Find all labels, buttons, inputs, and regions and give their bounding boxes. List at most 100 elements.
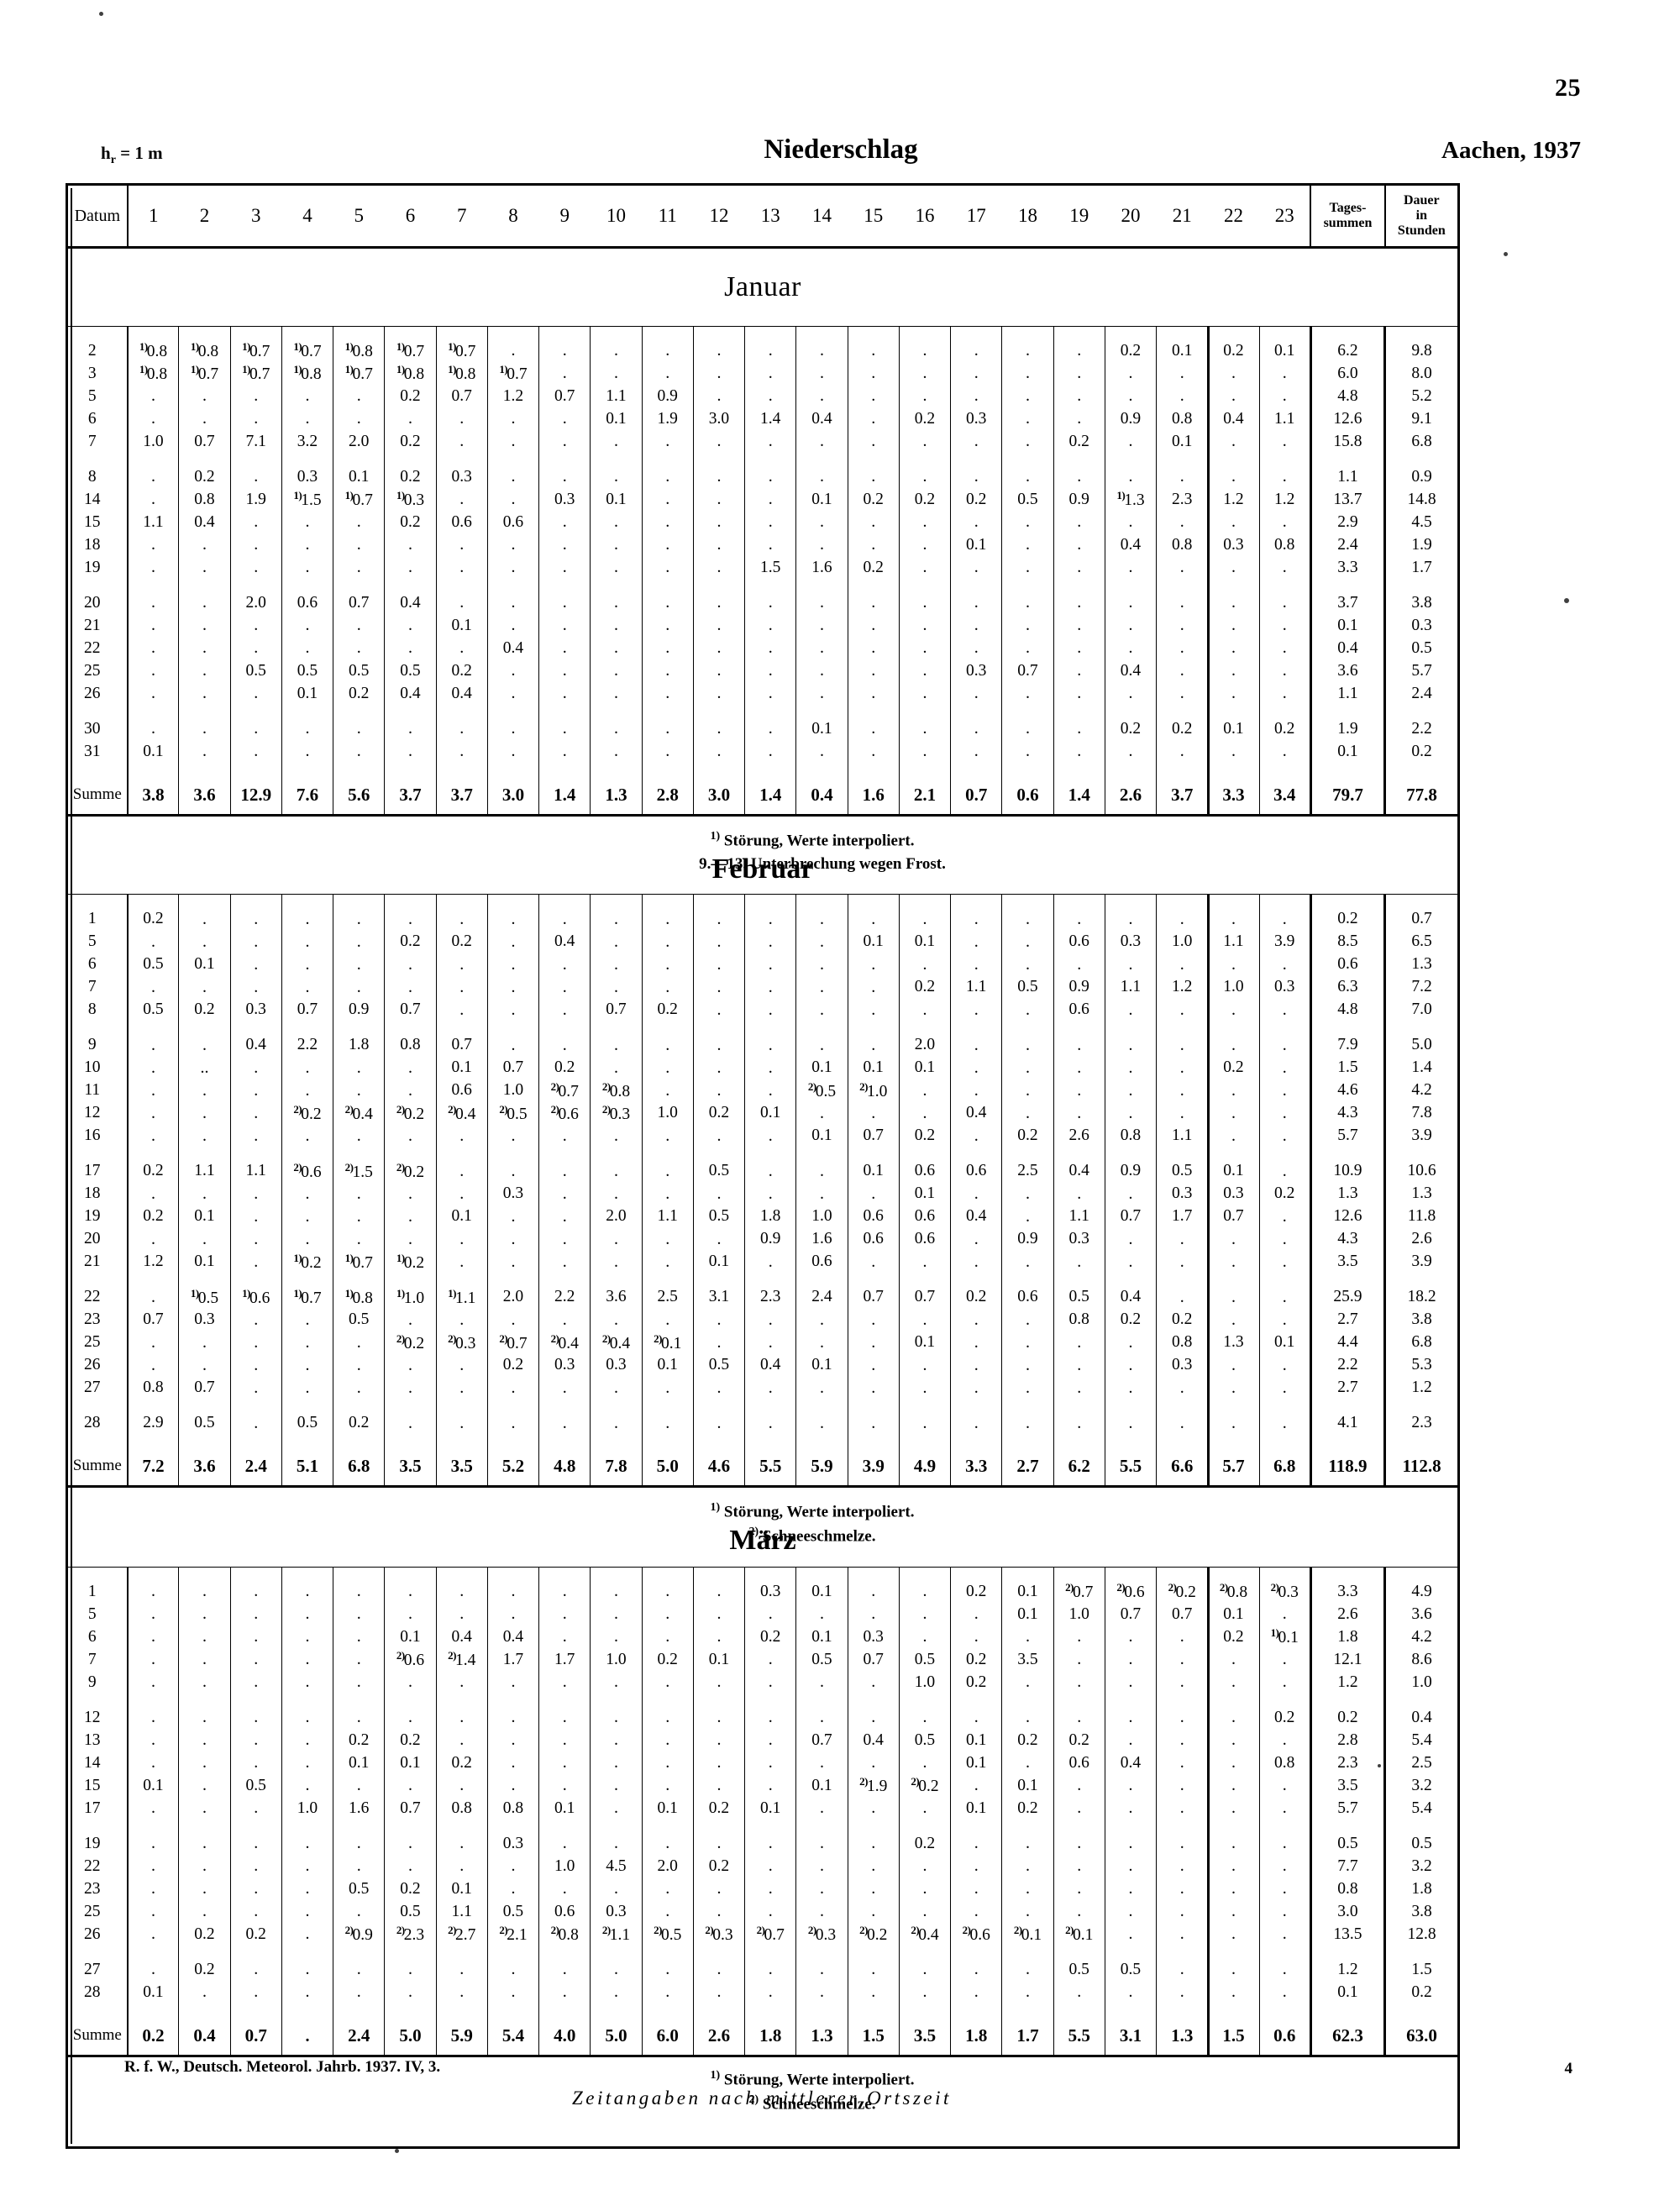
no-measurement-dot: . <box>254 1834 259 1853</box>
row-date: 22 <box>68 1855 129 1878</box>
pad <box>333 895 385 908</box>
footnote-marker-2: 2) <box>1065 1581 1074 1594</box>
hour-cell-20: . <box>1104 740 1157 763</box>
daily-total: 12.1 <box>1309 1648 1385 1672</box>
hour-cell-1: . <box>128 1101 179 1124</box>
cell-value: 0.6 <box>301 1163 322 1181</box>
hour-cell-8: . <box>486 953 539 976</box>
hour-cell-8: . <box>486 930 539 953</box>
hour-cell-8: . <box>486 907 539 931</box>
hour-cell-20: . <box>1104 998 1157 1021</box>
hour-cell-6: . <box>384 1079 437 1102</box>
spacer-cell <box>1053 1946 1105 1959</box>
spacer-cell <box>333 1273 385 1286</box>
table-row: 14. 0.8 1.9 1)1.5 1)0.7 1)0.3.. 0.3 0.1... 0.1 0.… <box>68 488 1457 511</box>
hour-cell-9: 1.7 <box>538 1648 591 1672</box>
cell-value: 0.5 <box>708 1207 730 1226</box>
daily-total: 1.1 <box>1309 465 1385 488</box>
daily-duration: 3.8 <box>1383 1308 1457 1331</box>
cell-value: 0.5 <box>400 1902 421 1920</box>
cell-value: 5.5 <box>759 1455 782 1476</box>
cell-value: 4.0 <box>554 2025 576 2046</box>
hour-cell-8: . <box>486 740 539 763</box>
hour-cell-15: 0.7 <box>847 1648 900 1672</box>
hour-cell-23: . <box>1258 1353 1311 1377</box>
no-measurement-dot: . <box>665 742 670 761</box>
spacer-cell <box>898 1399 951 1412</box>
hour-cell-9: 0.1 <box>538 1797 591 1820</box>
no-measurement-dot: . <box>974 1355 979 1374</box>
hour-cell-14: 1.6 <box>795 1227 848 1251</box>
spacer-total <box>1383 1273 1457 1286</box>
no-measurement-dot: . <box>459 593 465 612</box>
no-measurement-dot: . <box>1128 1058 1133 1077</box>
footnote-marker-1: 1) <box>293 363 302 376</box>
spacer-cell <box>1258 1946 1311 1959</box>
hour-cell-13: . <box>744 1648 796 1672</box>
no-measurement-dot: . <box>202 1604 207 1624</box>
no-measurement-dot: . <box>1128 512 1133 532</box>
hour-cell-17: 0.4 <box>950 1205 1002 1228</box>
daily-total: 0.1 <box>1309 614 1385 637</box>
cell-value: 3.0 <box>708 409 730 428</box>
pad <box>1104 1434 1157 1447</box>
header-hour-23: 23 <box>1259 186 1311 249</box>
no-measurement-dot: . <box>871 467 876 486</box>
no-measurement-dot: . <box>1231 742 1236 761</box>
cell-value: 0.6 <box>1017 1288 1038 1306</box>
hour-cell-12: . <box>692 1227 745 1251</box>
no-measurement-dot: . <box>974 1252 979 1271</box>
row-date: 8 <box>68 998 129 1021</box>
hour-cell-15: . <box>847 1101 900 1125</box>
hour-cell-13: . <box>744 1411 796 1435</box>
no-measurement-dot: . <box>356 1184 361 1203</box>
hour-cell-9: . <box>538 1411 591 1435</box>
hour-cell-5: 1)0.8 <box>333 339 385 362</box>
hour-cell-15: . <box>847 907 900 931</box>
hour-cell-2: 0.3 <box>178 1308 231 1331</box>
hour-cell-13: . <box>744 930 796 953</box>
hour-cell-22: . <box>1207 1855 1260 1878</box>
hour-cell-9: 2)0.8 <box>538 1923 591 1946</box>
hour-cell-19: . <box>1053 740 1105 763</box>
hour-cell-11: 2)0.5 <box>641 1923 694 1946</box>
table-row: 25..... 0.5 1.1 0.5 0.6 0.3............. 3.0 3.… <box>68 1900 1457 1924</box>
hour-cell-19: . <box>1053 465 1105 488</box>
spacer-cell <box>744 1399 796 1412</box>
no-measurement-dot: . <box>768 490 773 509</box>
hour-cell-3: . <box>229 1981 282 2004</box>
footnote-marker-2: 2) <box>807 1079 816 1093</box>
no-measurement-dot: . <box>356 1378 361 1397</box>
no-measurement-dot: . <box>1077 1103 1082 1122</box>
daily-total: 3.3 <box>1309 1580 1385 1604</box>
hour-cell-11: . <box>641 1411 694 1435</box>
hour-cell-11: . <box>641 1878 694 1901</box>
cell-value: 1.8 <box>760 1207 781 1226</box>
hour-cell-23: 3.9 <box>1258 930 1311 953</box>
cell-value: 1.0 <box>1068 1604 1089 1623</box>
no-measurement-dot: . <box>819 1857 824 1876</box>
pad <box>486 1434 539 1447</box>
hour-cell-22: 0.3 <box>1207 533 1260 556</box>
hour-cell-10: . <box>590 339 643 362</box>
hour-cell-9: . <box>538 682 591 705</box>
no-measurement-dot: . <box>922 616 927 635</box>
no-measurement-dot: . <box>819 932 824 951</box>
no-measurement-dot: . <box>254 977 259 996</box>
no-measurement-dot: . <box>254 1206 259 1226</box>
cell-value: 0.8 <box>194 490 215 508</box>
spacer-row <box>68 1694 1457 1707</box>
hour-cell-19: . <box>1053 1797 1105 1820</box>
hour-cell-21: . <box>1156 362 1208 385</box>
hour-cell-15: . <box>847 1603 900 1626</box>
no-measurement-dot: . <box>356 1673 361 1692</box>
hour-cell-9: 0.4 <box>538 930 591 953</box>
hour-cell-18: . <box>1001 1625 1054 1649</box>
cell-value: 0.4 <box>554 932 575 951</box>
hour-cell-10: . <box>590 1250 643 1274</box>
hour-cell-22: . <box>1207 591 1260 614</box>
hour-cell-14: 2.4 <box>795 1285 848 1309</box>
no-measurement-dot: . <box>768 1080 773 1100</box>
no-measurement-dot: . <box>202 535 207 554</box>
cell-value: 1.3 <box>1171 2025 1194 2046</box>
